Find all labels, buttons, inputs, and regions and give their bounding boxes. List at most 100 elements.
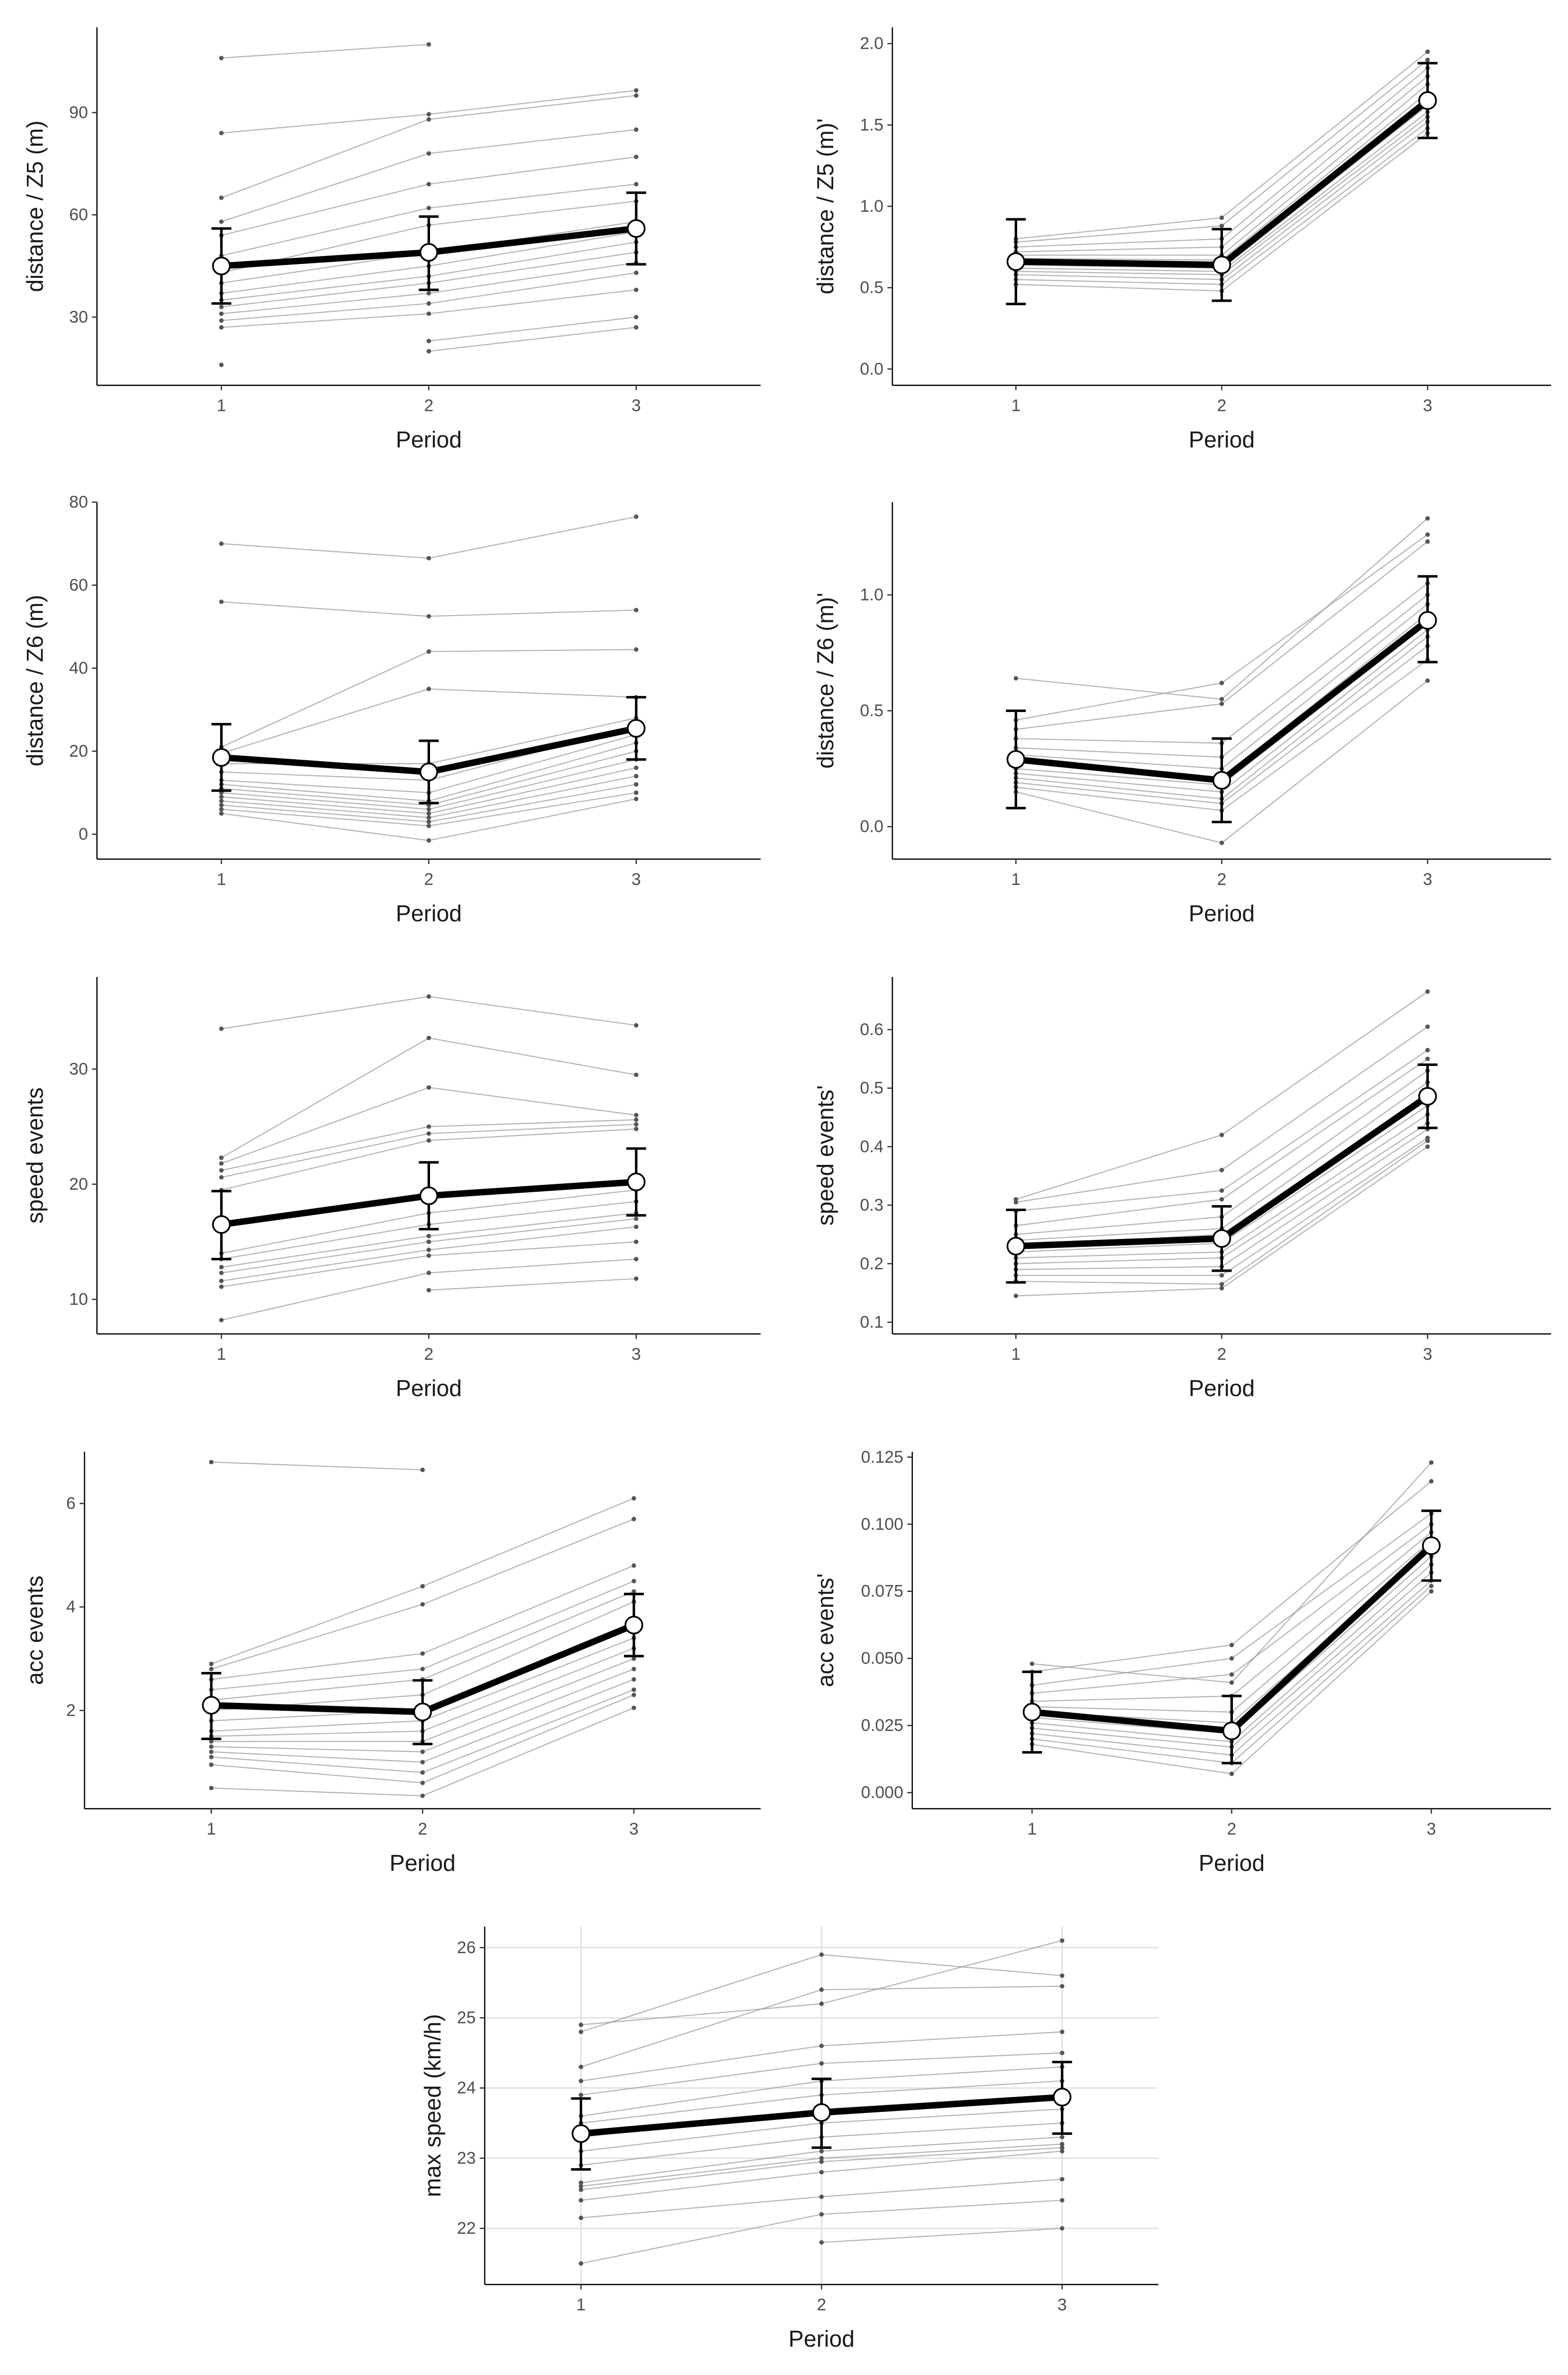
individual-point (634, 88, 639, 93)
panel-6: 0.1 0.2 0.3 0.4 0.5 0.6 1 2 3 Period speed events' (812, 977, 1551, 1401)
individual-line (1221, 121, 1428, 280)
individual-line (1016, 678, 1222, 700)
y-axis-title: distance / Z5 (m) (22, 120, 48, 292)
individual-line (429, 156, 636, 185)
individual-point (209, 1750, 214, 1755)
individual-line (221, 1241, 429, 1274)
y-tick-label: 0.2 (860, 1254, 883, 1273)
individual-line (211, 1603, 423, 1670)
individual-line (1231, 1462, 1432, 1683)
y-tick-label: 0.0 (860, 817, 883, 836)
individual-point (427, 838, 431, 843)
individual-line (429, 262, 636, 294)
individual-point (634, 647, 639, 652)
individual-line (1221, 583, 1428, 744)
panel-1: 30 60 90 1 2 3 Period distance / Z5 (m) (22, 27, 761, 452)
mean-point (212, 1215, 231, 1234)
x-tick-label: 1 (1011, 396, 1021, 415)
individual-line (1016, 777, 1222, 799)
individual-point (427, 811, 431, 816)
individual-line (821, 1985, 1062, 1991)
x-tick-label: 1 (576, 2295, 586, 2314)
individual-line (1221, 1081, 1428, 1230)
y-tick-label: 0.4 (860, 1137, 883, 1156)
y-tick-label: 25 (457, 2009, 476, 2027)
y-tick-label: 60 (69, 205, 88, 224)
individual-line (1221, 132, 1428, 292)
individual-line (1016, 279, 1222, 285)
individual-line (422, 1497, 634, 1587)
individual-line (422, 1518, 634, 1605)
individual-line (1016, 225, 1222, 243)
individual-point (219, 1168, 224, 1173)
individual-line (1221, 1070, 1428, 1218)
individual-point (631, 1677, 636, 1682)
individual-line (1221, 92, 1428, 261)
x-axis-title: Period (396, 900, 462, 926)
individual-line (429, 649, 636, 652)
individual-point (219, 1175, 224, 1180)
x-tick-label: 2 (1217, 396, 1226, 415)
individual-point (427, 151, 431, 156)
individual-line (581, 2080, 822, 2117)
individual-point (819, 2149, 824, 2154)
mean-point (626, 719, 646, 738)
individual-line (429, 1278, 636, 1291)
individual-point (420, 1584, 425, 1589)
individual-point (631, 1687, 636, 1692)
individual-point (427, 807, 431, 812)
x-axis-title: Period (1189, 900, 1255, 926)
individual-point (1220, 215, 1224, 220)
individual-line (821, 1954, 1062, 1976)
individual-point (219, 1155, 224, 1160)
individual-line (1221, 1050, 1428, 1191)
y-tick-label: 0.6 (860, 1020, 883, 1039)
panel-8: 0.000 0.025 0.050 0.075 0.100 0.125 1 2 3 Period a… (812, 1448, 1551, 1876)
y-axis-title: speed events' (812, 1085, 838, 1226)
mean-point (212, 257, 231, 275)
individual-line (422, 1648, 634, 1732)
individual-point (1059, 2177, 1064, 2182)
individual-line (821, 2150, 1062, 2173)
x-tick-label: 2 (1217, 870, 1226, 889)
individual-point (427, 1131, 431, 1136)
individual-point (1229, 1672, 1234, 1677)
x-tick-label: 2 (1227, 1820, 1236, 1839)
y-axis-title: distance / Z6 (m) (22, 595, 48, 766)
individual-point (631, 1496, 636, 1501)
individual-line (821, 2143, 1062, 2159)
individual-point (427, 614, 431, 619)
mean-point (626, 219, 646, 238)
individual-line (221, 1249, 429, 1282)
individual-point (634, 782, 639, 787)
individual-line (1016, 267, 1222, 272)
individual-line (1016, 1266, 1222, 1270)
individual-point (1425, 49, 1430, 54)
individual-line (821, 2199, 1062, 2215)
individual-point (1429, 1583, 1434, 1588)
individual-line (211, 1653, 423, 1680)
individual-line (422, 1707, 634, 1797)
individual-line (1032, 1744, 1232, 1774)
y-tick-label: 2 (66, 1701, 76, 1720)
individual-point (1220, 1197, 1224, 1202)
individual-point (1220, 702, 1224, 706)
individual-line (429, 1189, 636, 1214)
individual-point (631, 1656, 636, 1661)
individual-point (427, 649, 431, 654)
individual-point (427, 112, 431, 117)
x-tick-label: 2 (424, 396, 434, 415)
individual-line (821, 2066, 1062, 2082)
individual-line (429, 252, 636, 284)
individual-point (219, 802, 224, 807)
individual-line (221, 1140, 429, 1191)
individual-line (211, 1668, 423, 1690)
individual-line (1221, 1058, 1428, 1200)
x-tick-label: 1 (217, 1345, 226, 1364)
individual-line (422, 1678, 634, 1763)
y-tick-label: 0.5 (860, 702, 883, 720)
y-tick-label: 22 (457, 2219, 476, 2238)
mean-point (202, 1696, 221, 1715)
y-tick-label: 1.0 (860, 585, 883, 604)
